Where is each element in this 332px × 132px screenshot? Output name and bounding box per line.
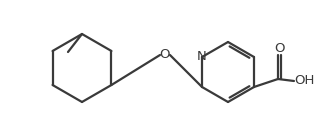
Text: O: O	[274, 41, 285, 55]
Text: OH: OH	[294, 74, 314, 88]
Text: N: N	[197, 51, 207, 63]
Text: O: O	[160, 48, 170, 62]
